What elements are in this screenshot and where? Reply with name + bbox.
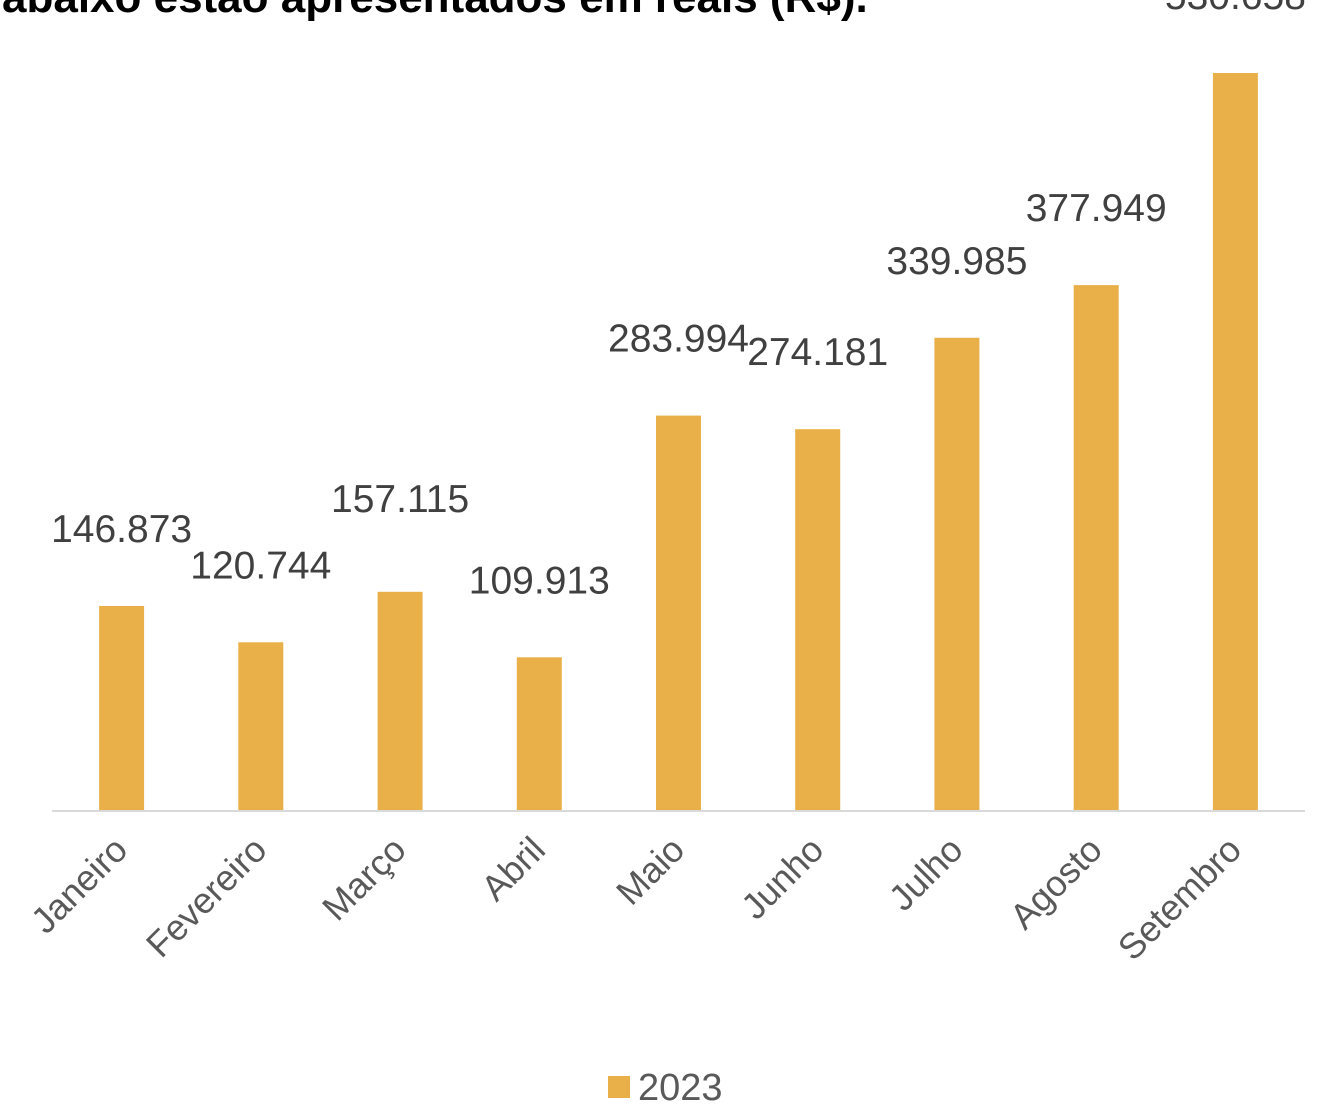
x-tick-label: Fevereiro [138,829,275,966]
bar-junho [795,429,841,810]
x-tick-label: Abril [473,829,553,909]
legend-label: 2023 [638,1067,723,1104]
data-label: 339.985 [886,240,1027,283]
x-tick-label: Maio [608,829,692,913]
data-label: 377.949 [1026,187,1167,230]
x-tick-label: Janeiro [23,829,135,941]
legend-swatch [608,1076,630,1098]
bar-abril [516,657,562,810]
bar-maio [656,415,701,810]
data-label: 530.658 [1165,0,1306,18]
x-tick-label: Março [314,829,414,929]
x-tick-labels-group: Janeiro Fevereiro Março Abril Maio Junho Julho… [23,829,1249,968]
x-tick-label: Agosto [1002,829,1110,937]
data-label: 109.913 [469,559,610,602]
bar-maro [377,591,423,810]
data-label: 157.115 [331,478,469,521]
data-label: 146.873 [51,508,192,551]
data-label: 120.744 [190,544,331,587]
x-tick-label: Julho [881,829,971,919]
bar-agosto [1073,285,1119,811]
x-tick-label: Setembro [1110,829,1249,968]
bars-group [99,73,1258,811]
data-label: 274.181 [747,331,888,374]
bar-janeiro [99,606,145,810]
bar-setembro [1212,73,1258,810]
legend: 2023 [608,1067,723,1104]
bar-julho [934,337,980,810]
bar-fevereiro [238,642,284,810]
header-text: abaixo estão apresentados em reais (R$). [2,0,868,20]
x-tick-label: Junho [733,829,831,927]
data-label: 283.994 [608,318,749,361]
